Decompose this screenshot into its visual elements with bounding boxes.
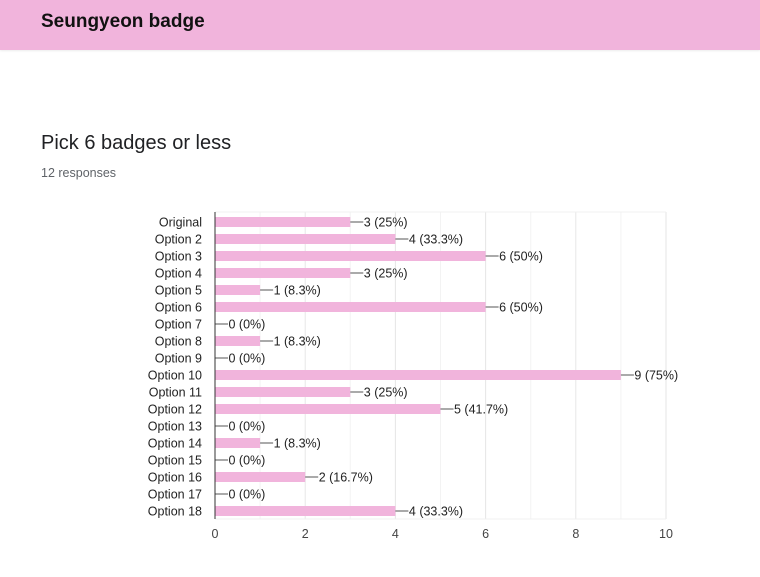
bar	[215, 234, 396, 244]
bar	[215, 404, 441, 414]
category-label: Option 4	[155, 267, 202, 281]
category-label: Option 12	[148, 403, 202, 417]
data-label: 3 (25%)	[364, 386, 408, 400]
x-tick-label: 2	[302, 527, 309, 541]
bar	[215, 472, 306, 482]
response-count: 12 responses	[41, 166, 117, 180]
data-label: 3 (25%)	[364, 216, 408, 230]
bar	[215, 251, 486, 261]
data-label: 0 (0%)	[229, 318, 266, 332]
question-title: Pick 6 badges or less	[41, 132, 232, 154]
category-label: Option 16	[148, 471, 202, 485]
bar	[215, 217, 351, 227]
category-label: Option 3	[155, 250, 202, 264]
category-label: Option 7	[155, 318, 202, 332]
category-label: Option 10	[148, 369, 202, 383]
category-label: Option 6	[155, 301, 202, 315]
data-label: 1 (8.3%)	[274, 284, 321, 298]
data-label: 1 (8.3%)	[274, 437, 321, 451]
bar	[215, 506, 396, 516]
x-tick-label: 10	[659, 527, 673, 541]
category-label: Option 18	[148, 505, 202, 519]
data-label: 4 (33.3%)	[409, 233, 463, 247]
bar	[215, 387, 351, 397]
bar	[215, 285, 261, 295]
x-tick-label: 6	[482, 527, 489, 541]
bar	[215, 370, 621, 380]
data-label: 9 (75%)	[634, 369, 678, 383]
bar	[215, 268, 351, 278]
bar	[215, 336, 261, 346]
data-label: 5 (41.7%)	[454, 403, 508, 417]
bar	[215, 302, 486, 312]
category-label: Option 2	[155, 233, 202, 247]
data-label: 0 (0%)	[229, 420, 266, 434]
data-label: 0 (0%)	[229, 454, 266, 468]
form-header: Seungyeon badge	[0, 0, 760, 50]
x-tick-label: 4	[392, 527, 399, 541]
data-label: 0 (0%)	[229, 488, 266, 502]
data-label: 1 (8.3%)	[274, 335, 321, 349]
category-label: Option 13	[148, 420, 202, 434]
category-label: Option 8	[155, 335, 202, 349]
data-label: 0 (0%)	[229, 352, 266, 366]
category-label: Option 17	[148, 488, 202, 502]
category-label: Option 15	[148, 454, 202, 468]
category-label: Option 11	[149, 386, 202, 400]
x-tick-label: 8	[572, 527, 579, 541]
category-label: Original	[159, 216, 202, 230]
data-label: 6 (50%)	[499, 250, 543, 264]
category-label: Option 14	[148, 437, 202, 451]
x-tick-label: 0	[212, 527, 219, 541]
data-label: 4 (33.3%)	[409, 505, 463, 519]
data-label: 2 (16.7%)	[319, 471, 373, 485]
category-label: Option 5	[155, 284, 202, 298]
data-label: 6 (50%)	[499, 301, 543, 315]
bar	[215, 438, 261, 448]
category-label: Option 9	[155, 352, 202, 366]
form-title: Seungyeon badge	[41, 11, 205, 32]
data-label: 3 (25%)	[364, 267, 408, 281]
